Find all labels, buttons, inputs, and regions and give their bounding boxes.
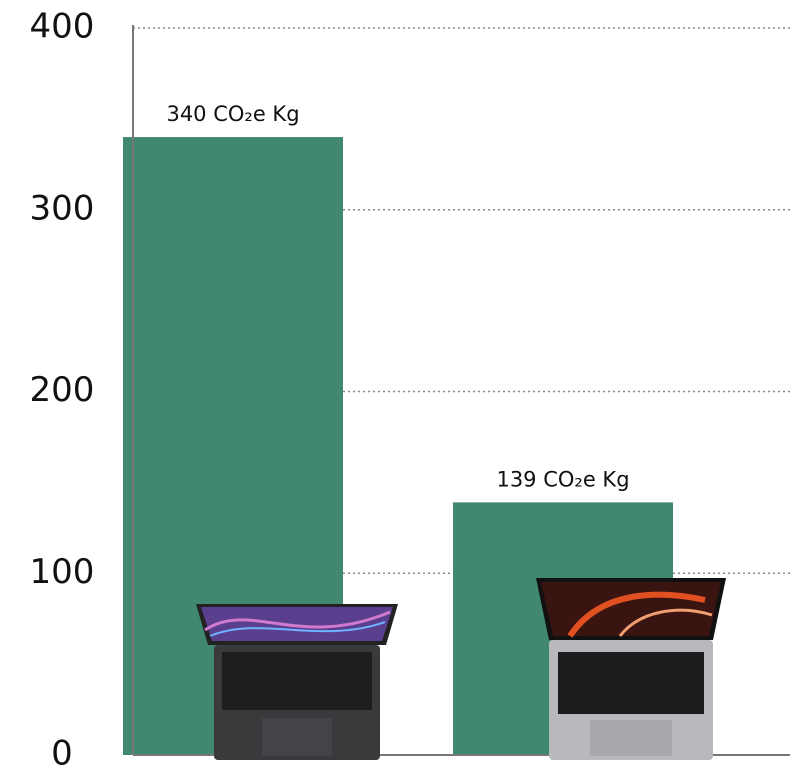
laptop-image <box>196 604 398 760</box>
y-tick-label: 100 <box>30 552 95 592</box>
y-tick-label: 400 <box>30 7 95 47</box>
y-tick-label: 300 <box>30 188 95 228</box>
value-label: 139 CO₂e Kg <box>496 467 629 491</box>
y-tick-label: 0 <box>51 734 73 773</box>
laptop-images <box>196 578 726 760</box>
value-label: 340 CO₂e Kg <box>166 102 299 126</box>
laptop-image <box>536 578 726 760</box>
y-tick-label: 200 <box>30 370 95 410</box>
